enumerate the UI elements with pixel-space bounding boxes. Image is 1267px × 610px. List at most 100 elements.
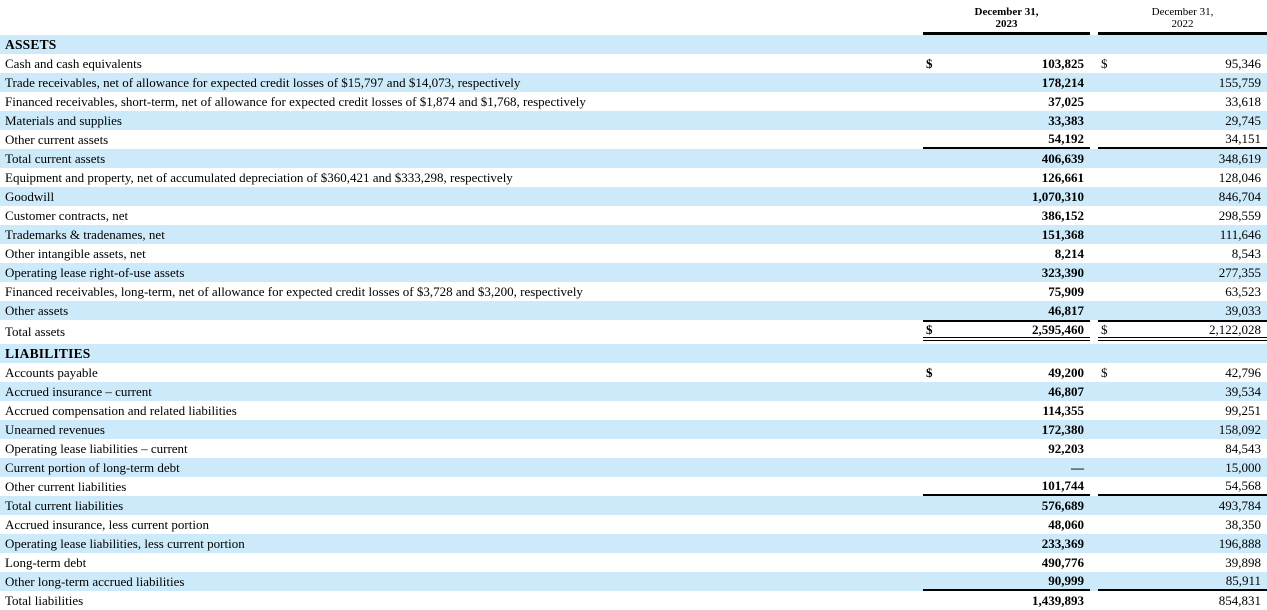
table-row: Customer contracts, net 386,152 298,559 xyxy=(0,206,1267,225)
cell-value-2023: 126,661 xyxy=(923,168,1090,187)
cell-value-2022: 111,646 xyxy=(1098,225,1267,244)
value-2022: 99,251 xyxy=(1225,402,1261,418)
dollar-sign: $ xyxy=(1101,321,1108,337)
value-2023: 48,060 xyxy=(1048,516,1084,532)
row-label: Equipment and property, net of accumulat… xyxy=(5,169,513,185)
cell-value-2023: 75,909 xyxy=(923,282,1090,301)
table-row: Financed receivables, long-term, net of … xyxy=(0,282,1267,301)
value-2023: 126,661 xyxy=(1041,169,1084,185)
cell-value-2023: — xyxy=(923,458,1090,477)
value-2023: 178,214 xyxy=(1041,74,1084,90)
cell-value-2022: $95,346 xyxy=(1098,54,1267,73)
cell-value-2023: 406,639 xyxy=(923,149,1090,168)
cell-value-2022: 158,092 xyxy=(1098,420,1267,439)
cell-value-2023: 46,807 xyxy=(923,382,1090,401)
value-2022: 155,759 xyxy=(1218,74,1261,90)
value-2022: 846,704 xyxy=(1218,188,1261,204)
cell-value-2022: 155,759 xyxy=(1098,73,1267,92)
table-row: Other assets 46,817 39,033 xyxy=(0,301,1267,320)
cell-value-2023: 8,214 xyxy=(923,244,1090,263)
row-label: Cash and cash equivalents xyxy=(5,55,142,71)
cell-value-2022: 33,618 xyxy=(1098,92,1267,111)
cell-value-2022: 39,534 xyxy=(1098,382,1267,401)
row-label: Total liabilities xyxy=(5,592,84,608)
cell-value-2023: 576,689 xyxy=(923,496,1090,515)
row-label: Accounts payable xyxy=(5,364,98,380)
table-body: ASSETS Cash and cash equivalents $103,825 $… xyxy=(0,35,1267,610)
cell-value-2023: 90,999 xyxy=(923,572,1090,591)
cell-value-2022: 29,745 xyxy=(1098,111,1267,130)
row-label: Accrued insurance – current xyxy=(5,383,152,399)
value-2022: 298,559 xyxy=(1218,207,1261,223)
row-label: Other long-term accrued liabilities xyxy=(5,573,185,589)
table-row: Operating lease liabilities, less curren… xyxy=(0,534,1267,553)
row-label: LIABILITIES xyxy=(5,345,91,361)
row-label: Goodwill xyxy=(5,188,55,204)
cell-value-2022: 54,568 xyxy=(1098,477,1267,496)
cell-value-2023: $2,595,460 xyxy=(923,320,1090,341)
cell-value-2022: 38,350 xyxy=(1098,515,1267,534)
row-label: Materials and supplies xyxy=(5,112,122,128)
table-row: Accounts payable $49,200 $42,796 xyxy=(0,363,1267,382)
column-header-2023: December 31, 2023 xyxy=(923,6,1090,35)
value-2022: 84,543 xyxy=(1225,440,1261,456)
row-label: Other intangible assets, net xyxy=(5,245,146,261)
cell-value-2023: 1,439,893 xyxy=(923,591,1090,610)
value-2022: 39,534 xyxy=(1225,383,1261,399)
value-2023: 1,070,310 xyxy=(1032,188,1084,204)
row-label: Operating lease liabilities – current xyxy=(5,440,188,456)
table-row: Financed receivables, short-term, net of… xyxy=(0,92,1267,111)
cell-value-2022: 128,046 xyxy=(1098,168,1267,187)
table-row: Cash and cash equivalents $103,825 $95,346 xyxy=(0,54,1267,73)
column-header-2023-line2: 2023 xyxy=(995,18,1018,30)
cell-value-2023 xyxy=(923,35,1090,54)
cell-value-2023: 323,390 xyxy=(923,263,1090,282)
table-row: Accrued compensation and related liabili… xyxy=(0,401,1267,420)
cell-value-2023: 33,383 xyxy=(923,111,1090,130)
value-2023: 46,817 xyxy=(1048,302,1084,318)
cell-value-2022: 63,523 xyxy=(1098,282,1267,301)
row-label: Total assets xyxy=(5,324,66,339)
value-2023: 33,383 xyxy=(1048,112,1084,128)
row-label: Accrued insurance, less current portion xyxy=(5,516,209,532)
column-header-2022-line1: December 31, xyxy=(1151,6,1214,18)
value-2022: 38,350 xyxy=(1225,516,1261,532)
cell-value-2022: 39,033 xyxy=(1098,301,1267,320)
cell-value-2022: 85,911 xyxy=(1098,572,1267,591)
dollar-sign: $ xyxy=(926,55,933,71)
row-label: Trademarks & tradenames, net xyxy=(5,226,165,242)
value-2022: 95,346 xyxy=(1225,55,1261,71)
value-2023: 114,355 xyxy=(1042,402,1084,418)
value-2022: 348,619 xyxy=(1218,150,1261,166)
cell-value-2022 xyxy=(1098,344,1267,363)
cell-value-2023: 151,368 xyxy=(923,225,1090,244)
cell-value-2023 xyxy=(923,344,1090,363)
section-header-row: LIABILITIES xyxy=(0,344,1267,363)
cell-value-2023: 386,152 xyxy=(923,206,1090,225)
cell-value-2023: $103,825 xyxy=(923,54,1090,73)
cell-value-2022: 34,151 xyxy=(1098,130,1267,149)
row-label: Accrued compensation and related liabili… xyxy=(5,402,237,418)
value-2023: 233,369 xyxy=(1041,535,1084,551)
cell-value-2022: 298,559 xyxy=(1098,206,1267,225)
row-label: Total current assets xyxy=(5,150,106,166)
dollar-sign: $ xyxy=(1101,364,1108,380)
cell-value-2023: 178,214 xyxy=(923,73,1090,92)
table-row: Accrued insurance, less current portion 4… xyxy=(0,515,1267,534)
cell-value-2022: 846,704 xyxy=(1098,187,1267,206)
row-label: ASSETS xyxy=(5,36,57,52)
value-2022: 277,355 xyxy=(1218,264,1261,280)
cell-value-2022: $2,122,028 xyxy=(1098,320,1267,341)
value-2022: 8,543 xyxy=(1231,245,1261,261)
row-label: Long-term debt xyxy=(5,554,87,570)
row-label: Other current liabilities xyxy=(5,478,127,494)
cell-value-2023: 233,369 xyxy=(923,534,1090,553)
column-header-2022: December 31, 2022 xyxy=(1098,6,1267,35)
cell-value-2023: 172,380 xyxy=(923,420,1090,439)
row-label: Financed receivables, long-term, net of … xyxy=(5,283,583,299)
value-2023: 1,439,893 xyxy=(1032,592,1084,608)
cell-value-2023: 48,060 xyxy=(923,515,1090,534)
table-row: Equipment and property, net of accumulat… xyxy=(0,168,1267,187)
table-row: Other intangible assets, net 8,214 8,543 xyxy=(0,244,1267,263)
